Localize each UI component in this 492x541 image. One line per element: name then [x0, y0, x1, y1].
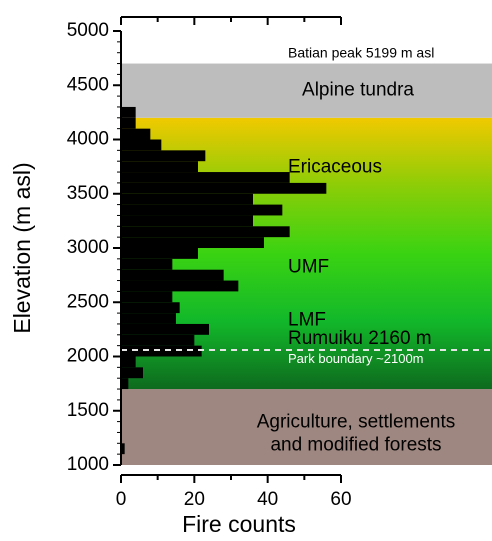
bar-3200: [121, 215, 253, 227]
y-axis-title: Elevation (m asl): [9, 162, 35, 333]
bar-1100: [121, 443, 125, 455]
y-tick-label-5000: 5000: [67, 20, 109, 41]
bar-2400: [121, 302, 180, 314]
zone-label-5: Rumuiku 2160 m: [288, 328, 432, 349]
x-tick-label-40: 40: [257, 489, 278, 510]
bar-3700: [121, 161, 198, 173]
x-axis-title: Fire counts: [182, 511, 296, 537]
y-tick-label-2000: 2000: [67, 346, 109, 367]
zone-label-1: Alpine tundra: [302, 80, 414, 101]
zone-label-4: LMF: [288, 310, 326, 331]
zone-2: [121, 63, 492, 118]
bar-2100: [121, 334, 195, 346]
bar-1800: [121, 367, 143, 379]
zone-label-7: Agriculture, settlements: [257, 412, 456, 433]
bar-2700: [121, 269, 224, 281]
y-tick-label-4500: 4500: [67, 74, 109, 95]
bar-3800: [121, 150, 206, 162]
y-tick-label-1000: 1000: [67, 454, 109, 475]
bar-3400: [121, 193, 253, 205]
bar-3000: [121, 237, 264, 248]
bar-2000: [121, 345, 202, 357]
zone-label-2: Ericaceous: [288, 157, 382, 178]
bar-2200: [121, 323, 209, 335]
y-tick-label-4000: 4000: [67, 129, 109, 150]
x-tick-label-20: 20: [184, 489, 205, 510]
zone-label-3: UMF: [288, 257, 329, 278]
bar-4000: [121, 128, 151, 140]
y-tick-label-2500: 2500: [67, 291, 109, 312]
bar-2600: [121, 280, 239, 292]
bar-2500: [121, 291, 173, 303]
bar-3500: [121, 182, 327, 194]
bar-4200: [121, 106, 136, 118]
bar-3100: [121, 226, 290, 238]
y-tick-label-3500: 3500: [67, 183, 109, 204]
axes: 1000 1500 2000 2500 3000 3500 4000 4500 5000 0 20 4…: [67, 16, 352, 510]
bar-2900: [121, 248, 198, 259]
bar-4100: [121, 117, 136, 129]
x-tick-label-0: 0: [116, 489, 127, 510]
bar-1700: [121, 378, 129, 390]
bar-3600: [121, 172, 290, 183]
bar-1900: [121, 356, 136, 368]
zone-label-0: Batian peak 5199 m asl: [288, 44, 434, 60]
zone-label-6: Park boundary ~2100m: [288, 351, 424, 366]
zone-label-8: and modified forests: [270, 434, 441, 455]
y-tick-label-1500: 1500: [67, 400, 109, 421]
bar-3900: [121, 139, 162, 151]
bar-2800: [121, 258, 173, 270]
bar-3300: [121, 204, 283, 216]
x-tick-label-60: 60: [330, 489, 351, 510]
bar-2300: [121, 313, 176, 324]
zone-0: [121, 389, 492, 465]
y-tick-label-3000: 3000: [67, 237, 109, 258]
fire-count-bars: [121, 106, 327, 455]
zone-labels: Batian peak 5199 m asl Alpine tundra Erica…: [257, 44, 456, 455]
